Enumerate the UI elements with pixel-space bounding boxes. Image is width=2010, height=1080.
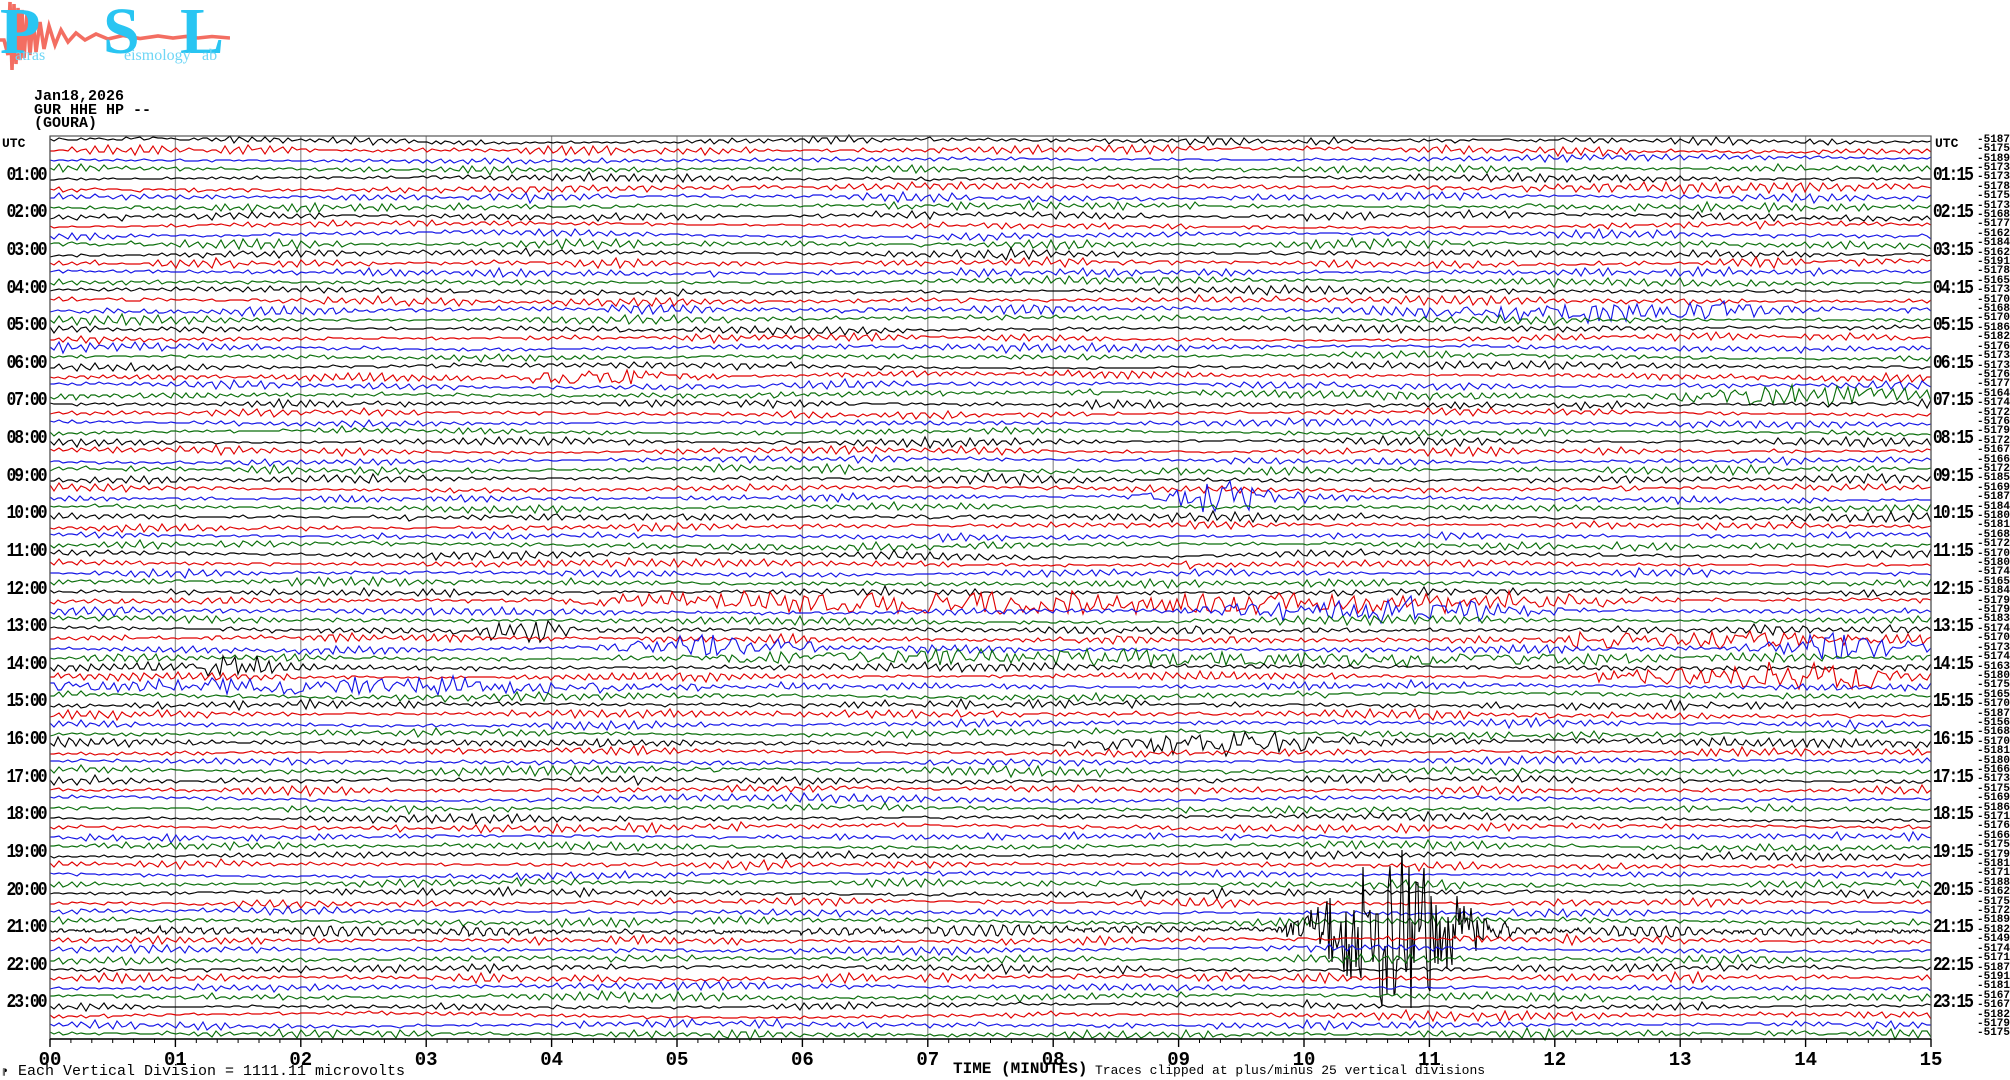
svg-text:atras: atras	[15, 47, 45, 64]
svg-text:ab: ab	[202, 47, 217, 64]
svg-text:eismology: eismology	[124, 47, 191, 64]
